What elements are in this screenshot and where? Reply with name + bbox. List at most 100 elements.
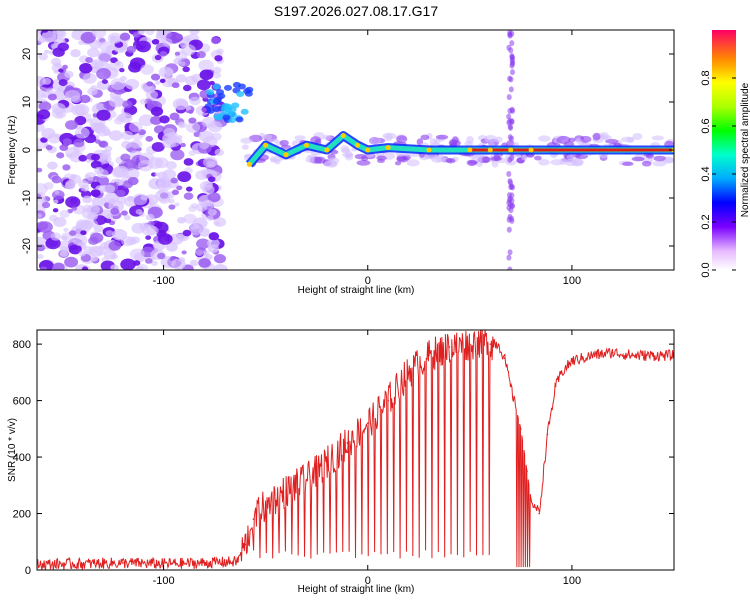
spectrogram-cell [509, 30, 515, 37]
spectrogram-cell [431, 155, 443, 163]
spectrogram-cell [47, 161, 58, 170]
spectrogram-cell [506, 44, 512, 51]
spectrogram-cell [664, 157, 674, 164]
spectrogram-cell [294, 135, 306, 141]
colorbar-tick-label: 0.8 [700, 70, 712, 85]
spectrogram-cell [206, 215, 214, 221]
spectrogram-cell [79, 63, 93, 74]
spectrogram-cell [210, 122, 217, 129]
spectrogram-cell [45, 88, 55, 95]
spectrogram-cell [212, 83, 221, 90]
spectrogram-cell [198, 227, 211, 237]
spectrogram-cell [652, 160, 667, 167]
spectrogram-cell [150, 73, 161, 81]
spectrogram-cell [559, 158, 568, 165]
spectrogram-cell [41, 201, 51, 209]
snr-point [162, 562, 165, 565]
spectrogram-cell [123, 214, 131, 221]
spectrogram-cell [37, 167, 43, 173]
spectrogram-cell [508, 86, 514, 93]
spectrogram-cell [507, 108, 513, 115]
spectrogram-cell [132, 193, 148, 206]
spectrogram-cell [324, 160, 338, 168]
spectrogram-cell [396, 155, 409, 163]
spectrogram-cell [507, 266, 513, 270]
snr-point [346, 442, 349, 444]
spectrogram-cell [84, 174, 91, 179]
spectrogram-cell [435, 134, 449, 140]
spectrogram-cell [40, 137, 48, 143]
spectrogram-cell [92, 175, 100, 181]
spectrogram-cell [188, 109, 194, 114]
spectrogram-cell [71, 95, 81, 103]
spectrogram-cell [521, 154, 528, 161]
spectrogram-cell [165, 242, 178, 252]
spectrogram-cell [74, 104, 90, 116]
spectrogram-cell [201, 199, 215, 210]
spectrogram-cell [52, 208, 59, 213]
spectrogram-cell [58, 68, 64, 73]
spectrogram-cell [79, 94, 91, 104]
spectrogram-cell [159, 78, 166, 84]
spectrogram-cell [97, 169, 109, 179]
spectrogram-cell [54, 190, 60, 195]
snr-point [520, 428, 522, 430]
spectrogram-cell [114, 61, 121, 66]
spectrogram-cell [429, 138, 438, 146]
spectrogram-cell [533, 155, 542, 161]
spectrogram-cell [64, 256, 79, 268]
spectrogram-cell [37, 183, 48, 195]
spectrogram-cell [85, 57, 93, 63]
spectrogram-cell [212, 264, 228, 270]
spectrogram-cell [653, 155, 666, 162]
spectrogram-cell [262, 134, 273, 139]
spectrogram-cell [340, 145, 350, 154]
ridge-point [528, 147, 534, 153]
spectrogram-cell [279, 139, 289, 147]
spectrogram-cell [119, 32, 131, 41]
spectrogram-cell [420, 134, 430, 140]
spectrogram-cell [173, 58, 182, 65]
spectrogram-cell [112, 229, 128, 241]
spectrogram-cell [65, 120, 78, 130]
spectrogram-cell [156, 176, 172, 189]
spectrogram-cell [506, 94, 512, 101]
spectrogram-cell [240, 137, 253, 144]
snr-ytick-label: 600 [13, 396, 31, 408]
spectrogram-cell [37, 109, 51, 120]
spectrogram-cell [506, 192, 512, 199]
snr-xtick-label: 100 [563, 575, 581, 587]
spectrogram-cell [68, 174, 82, 185]
spectrogram-cell [37, 221, 53, 233]
ridge-point [365, 147, 371, 153]
spectrogram-cell [53, 199, 59, 204]
spectrogram-cell [87, 47, 100, 58]
spectrogram-cell [94, 139, 101, 144]
snr-point [428, 354, 430, 357]
spectrogram-cell [145, 257, 153, 264]
spectrogram-cell [188, 117, 197, 124]
snr-point [479, 340, 481, 343]
spectrogram-cell [118, 112, 133, 123]
spectrogram-cell [51, 175, 62, 184]
snr-point [554, 385, 557, 388]
spectrogram-cell [216, 89, 225, 96]
spectrogram-cell [38, 101, 52, 112]
spectrogram-ridge [245, 131, 674, 168]
spectrogram-cell [507, 213, 513, 220]
snr-ytick-label: 0 [25, 565, 31, 577]
spectrogram-ytick-label: -20 [21, 238, 33, 254]
spectrogram-cell [154, 172, 160, 177]
spectrogram-cell [41, 93, 48, 99]
snr-ylabel: SNR (10 * v/v) [7, 418, 18, 482]
ridge-point [283, 152, 289, 158]
spectrogram-cell [481, 156, 491, 164]
spectrogram-cell [93, 224, 104, 233]
spectrogram-cell [228, 111, 237, 118]
spectrogram-cell [183, 158, 194, 166]
spectrogram-cell [154, 54, 162, 61]
spectrogram-cell [128, 121, 143, 133]
spectrogram-cell [632, 133, 643, 140]
snr-point [448, 346, 451, 348]
